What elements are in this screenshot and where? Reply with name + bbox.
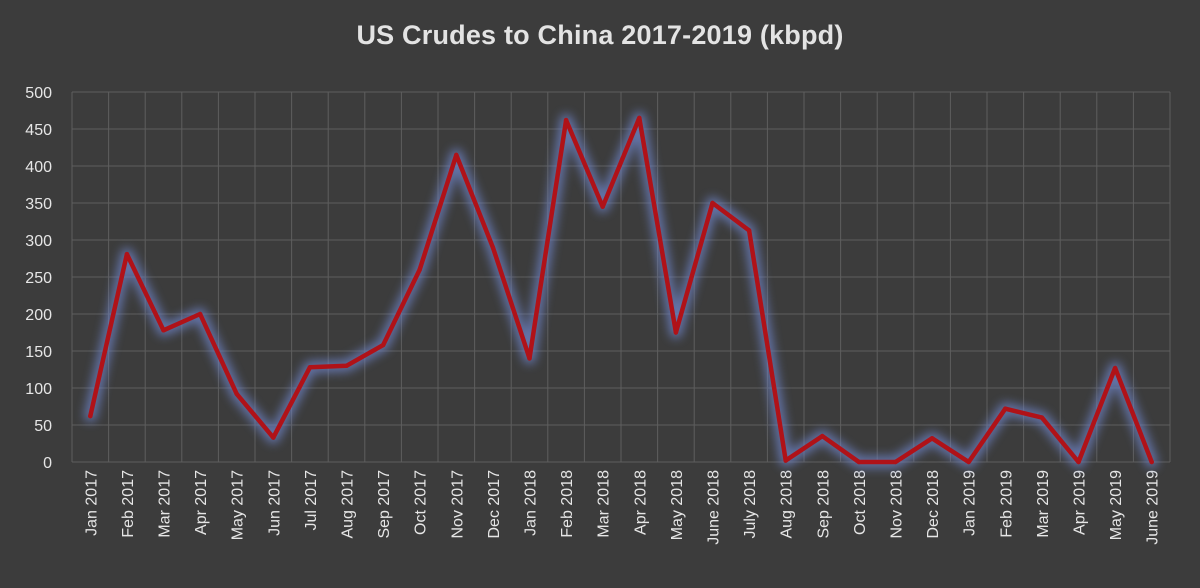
- x-tick-label: Oct 2017: [413, 470, 430, 535]
- data-point: [161, 328, 166, 333]
- x-tick-label: Jun 2017: [266, 470, 283, 536]
- data-point: [673, 330, 679, 335]
- data-point: [124, 251, 130, 257]
- data-point: [417, 267, 422, 272]
- data-point: [820, 433, 825, 439]
- data-point: [1112, 365, 1118, 371]
- x-tick-label: Mar 2018: [596, 470, 613, 538]
- data-point: [929, 436, 935, 441]
- x-tick-label: July 2018: [742, 470, 759, 539]
- data-point: [380, 342, 386, 348]
- y-tick-label: 300: [25, 233, 52, 250]
- chart-title: US Crudes to China 2017-2019 (kbpd): [356, 20, 844, 50]
- x-tick-label: Feb 2018: [559, 470, 576, 538]
- data-point: [563, 117, 569, 123]
- y-axis-tick-labels: 0 50 100 150 200 250 300 350 400 450 500: [25, 85, 52, 472]
- x-tick-label: Oct 2018: [852, 470, 869, 535]
- x-tick-label: Mar 2017: [157, 470, 174, 538]
- x-tick-label: Nov 2017: [449, 470, 466, 539]
- x-tick-label: May 2019: [1108, 470, 1125, 540]
- data-point: [710, 200, 715, 206]
- data-point: [344, 363, 349, 368]
- x-tick-label: Aug 2017: [340, 470, 357, 539]
- x-tick-label: Jan 2018: [523, 470, 540, 536]
- x-tick-label: Nov 2018: [889, 470, 906, 539]
- data-point: [454, 152, 459, 158]
- data-point: [1003, 406, 1008, 411]
- data-point: [1149, 459, 1154, 465]
- y-tick-label: 200: [25, 307, 52, 324]
- x-axis-tick-labels: Jan 2017 Feb 2017 Mar 2017 Apr 2017 May 2017…: [83, 470, 1161, 545]
- data-point: [1076, 459, 1081, 465]
- data-point: [1039, 415, 1045, 420]
- data-point: [271, 435, 276, 440]
- x-tick-label: June 2019: [1145, 470, 1162, 545]
- x-tick-label: June 2018: [706, 470, 723, 545]
- data-point: [966, 459, 971, 465]
- x-tick-label: Jan 2017: [83, 470, 100, 536]
- data-point: [637, 115, 642, 121]
- y-tick-label: 0: [43, 455, 52, 472]
- x-tick-label: Apr 2018: [632, 470, 649, 535]
- y-tick-label: 100: [25, 381, 52, 398]
- x-tick-label: Mar 2019: [1035, 470, 1052, 538]
- y-tick-label: 450: [25, 122, 52, 139]
- data-point: [746, 228, 752, 233]
- data-point: [490, 245, 496, 250]
- x-tick-label: Feb 2017: [120, 470, 137, 538]
- data-point: [527, 356, 532, 361]
- y-tick-label: 400: [25, 159, 52, 176]
- x-tick-label: Apr 2019: [1072, 470, 1089, 535]
- x-tick-label: Apr 2017: [193, 470, 210, 535]
- x-tick-label: Jul 2017: [303, 470, 320, 531]
- data-point: [307, 365, 313, 370]
- y-tick-label: 350: [25, 196, 52, 213]
- series-layer: [84, 111, 1158, 468]
- data-point: [600, 204, 605, 209]
- x-tick-label: Sep 2017: [376, 470, 393, 539]
- series-line: [88, 115, 1154, 465]
- x-tick-label: Aug 2018: [779, 470, 796, 539]
- x-tick-label: Dec 2018: [925, 470, 942, 539]
- x-tick-label: Sep 2018: [815, 470, 832, 539]
- data-point: [783, 458, 788, 463]
- y-tick-label: 250: [25, 270, 52, 287]
- x-tick-label: Jan 2019: [962, 470, 979, 536]
- x-tick-label: Feb 2019: [998, 470, 1015, 538]
- x-tick-label: May 2017: [230, 470, 247, 540]
- gridlines: [71, 91, 1171, 463]
- y-tick-label: 150: [25, 344, 52, 361]
- y-tick-label: 50: [34, 418, 52, 435]
- y-tick-label: 500: [25, 85, 52, 102]
- data-point: [88, 413, 93, 419]
- x-tick-label: Dec 2017: [486, 470, 503, 539]
- data-point: [234, 391, 239, 397]
- data-point: [856, 459, 862, 465]
- x-tick-label: May 2018: [669, 470, 686, 540]
- data-point: [197, 311, 203, 317]
- data-point: [893, 459, 898, 465]
